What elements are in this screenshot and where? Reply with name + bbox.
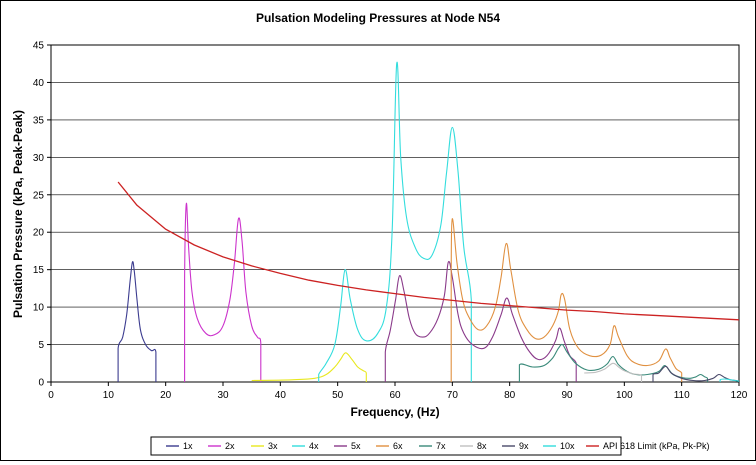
x-tick-label: 70	[447, 390, 459, 401]
series-line-1	[117, 261, 157, 382]
legend-label-5: 5x	[351, 441, 361, 451]
y-tick-label: 0	[38, 378, 44, 389]
legend-label-1: 1x	[183, 441, 193, 451]
series-line-10	[719, 378, 740, 382]
series-line-6	[450, 218, 683, 382]
legend-label-10: 10x	[560, 441, 575, 451]
x-tick-label: 40	[275, 390, 287, 401]
y-axis-title: Pulsation Pressure (kPa, Peak-Peak)	[11, 110, 25, 318]
series-line-11	[117, 181, 740, 321]
chart-title: Pulsation Modeling Pressures at Node N54	[256, 11, 500, 25]
y-tick-label: 30	[33, 153, 45, 164]
x-axis-title: Frequency, (Hz)	[350, 405, 439, 419]
y-tick-label: 45	[33, 41, 45, 52]
x-tick-label: 90	[561, 390, 573, 401]
axis-ticks: 0 5 10 15 20 25 30 35 40 45 0 10 20 30 40 50 60 70 80 90 100…	[33, 41, 748, 402]
legend-label-6: 6x	[393, 441, 403, 451]
series-line-4	[318, 61, 472, 382]
y-tick-label: 5	[38, 340, 44, 351]
x-tick-label: 60	[389, 390, 401, 401]
legend-label-4: 4x	[309, 441, 319, 451]
legend-label-11: API 618 Limit (kPa, Pk-Pk)	[603, 441, 710, 451]
y-tick-label: 35	[33, 115, 45, 126]
legend-label-2: 2x	[225, 441, 235, 451]
series-line-8	[584, 362, 643, 382]
series-line-7	[518, 343, 709, 382]
y-tick-label: 25	[33, 190, 45, 201]
legend: 1x 2x 3x 4x 5x 6x 7x 8x 9x 10x API 618 Limit (kPa,…	[150, 436, 710, 456]
x-tick-label: 0	[48, 390, 54, 401]
x-tick-label: 110	[674, 390, 690, 401]
x-tick-label: 10	[103, 390, 115, 401]
x-tick-label: 100	[616, 390, 633, 401]
y-tick-label: 10	[33, 303, 45, 314]
x-tick-label: 50	[332, 390, 344, 401]
x-tick-label: 30	[217, 390, 229, 401]
series-line-2	[184, 202, 262, 382]
legend-label-7: 7x	[436, 441, 446, 451]
x-tick-label: 20	[160, 390, 172, 401]
y-tick-label: 15	[33, 265, 45, 276]
series-line-3	[251, 352, 367, 382]
legend-label-3: 3x	[268, 441, 278, 451]
legend-label-9: 9x	[519, 441, 529, 451]
gridlines	[51, 44, 739, 345]
x-tick-label: 80	[504, 390, 516, 401]
series-line-5	[384, 260, 577, 382]
x-tick-label: 120	[731, 390, 748, 401]
legend-label-8: 8x	[477, 441, 487, 451]
series-lines	[117, 61, 740, 382]
y-tick-label: 40	[33, 78, 45, 89]
y-tick-label: 20	[33, 228, 45, 239]
